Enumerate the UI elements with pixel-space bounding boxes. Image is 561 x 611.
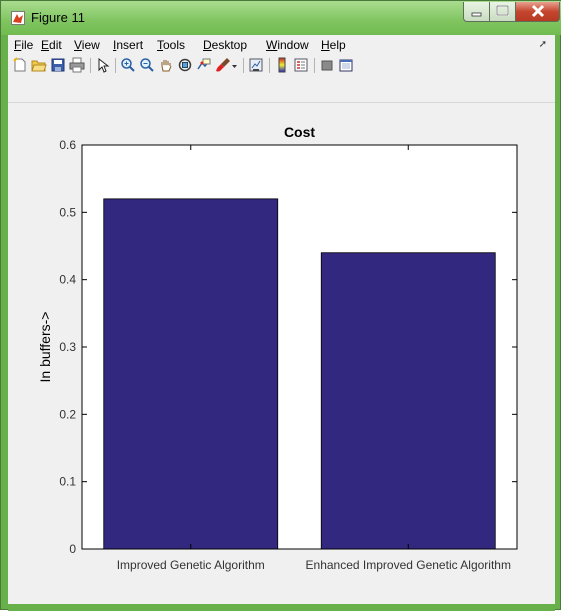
brush-dropdown-icon[interactable] bbox=[231, 57, 239, 73]
menu-insert[interactable]: Insert bbox=[113, 38, 144, 52]
menu-file[interactable]: File bbox=[14, 38, 34, 52]
menu-overflow-icon[interactable]: ➚ bbox=[538, 39, 547, 50]
menu-help[interactable]: Help bbox=[321, 38, 346, 52]
menu-tools[interactable]: Tools bbox=[157, 38, 186, 52]
chart-title: Cost bbox=[284, 124, 315, 140]
window-title: Figure 11 bbox=[31, 10, 85, 25]
rotate-3d-icon[interactable] bbox=[177, 57, 193, 73]
figure-canvas: Improved Genetic Algorithm Enhanced Impro… bbox=[8, 103, 555, 604]
window-bottom-border bbox=[8, 604, 555, 611]
zoom-in-icon[interactable] bbox=[120, 57, 136, 73]
bar-1[interactable] bbox=[103, 198, 279, 550]
zoom-out-icon[interactable] bbox=[139, 57, 155, 73]
link-plot-icon[interactable] bbox=[248, 57, 264, 73]
menu-edit[interactable]: Edit bbox=[41, 38, 62, 52]
save-icon[interactable] bbox=[50, 57, 66, 73]
bar-chart: Improved Genetic Algorithm Enhanced Impro… bbox=[37, 124, 518, 572]
matlab-icon bbox=[11, 11, 25, 25]
bar-2[interactable] bbox=[320, 252, 496, 550]
pan-hand-icon[interactable] bbox=[158, 57, 174, 73]
toolbar-separator bbox=[90, 58, 91, 73]
x-tick-label: Improved Genetic Algorithm bbox=[117, 558, 265, 572]
edit-plot-arrow-icon[interactable] bbox=[95, 57, 111, 73]
y-tick-label: 0.1 bbox=[59, 475, 76, 489]
y-tick-label: 0.5 bbox=[59, 205, 76, 219]
menu-desktop[interactable]: Desktop bbox=[203, 38, 248, 52]
menu-view[interactable]: View bbox=[74, 38, 100, 52]
data-cursor-icon[interactable] bbox=[196, 57, 212, 73]
insert-legend-icon[interactable] bbox=[293, 57, 309, 73]
print-icon[interactable] bbox=[69, 57, 85, 73]
hide-plot-tools-icon[interactable] bbox=[319, 57, 335, 73]
toolbar-separator bbox=[314, 58, 315, 73]
menu-window[interactable]: Window bbox=[266, 38, 309, 52]
open-file-icon[interactable] bbox=[31, 57, 47, 73]
y-tick-label: 0 bbox=[69, 542, 76, 556]
y-tick-label: 0.3 bbox=[59, 340, 76, 354]
x-tick-label: Enhanced Improved Genetic Algorithm bbox=[306, 558, 511, 572]
toolbar bbox=[8, 55, 555, 103]
maximize-button[interactable] bbox=[490, 2, 516, 22]
minimize-button[interactable] bbox=[463, 2, 490, 22]
brush-icon[interactable] bbox=[215, 57, 231, 73]
y-tick-label: 0.6 bbox=[59, 138, 76, 152]
menu-bar: File Edit View Insert Tools Desktop Wind… bbox=[8, 35, 555, 55]
toolbar-separator bbox=[269, 58, 270, 73]
y-tick-label: 0.4 bbox=[59, 273, 76, 287]
y-axis-label: In buffers-> bbox=[37, 312, 53, 383]
title-bar[interactable]: Figure 11 bbox=[1, 1, 561, 35]
new-figure-icon[interactable] bbox=[12, 57, 28, 73]
close-button[interactable] bbox=[516, 2, 560, 22]
toolbar-separator bbox=[243, 58, 244, 73]
y-tick-label: 0.2 bbox=[59, 407, 76, 421]
show-plot-tools-icon[interactable] bbox=[338, 57, 354, 73]
insert-colorbar-icon[interactable] bbox=[274, 57, 290, 73]
toolbar-separator bbox=[115, 58, 116, 73]
